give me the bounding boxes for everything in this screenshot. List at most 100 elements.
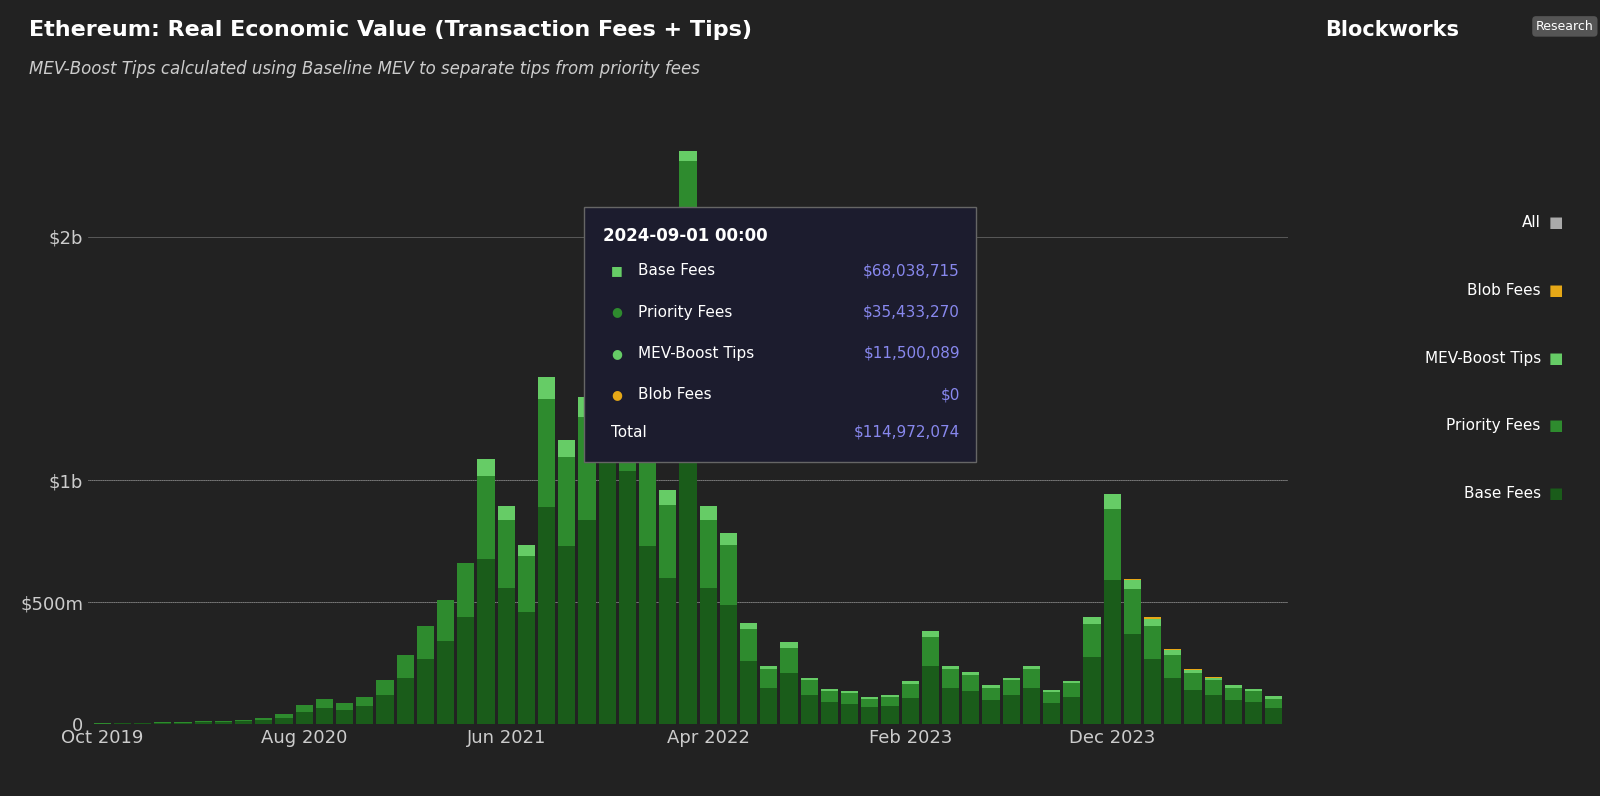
- Bar: [781, 647, 797, 673]
- Bar: [458, 564, 474, 617]
- Bar: [275, 714, 293, 717]
- Bar: [195, 722, 211, 724]
- Bar: [416, 626, 434, 658]
- Bar: [821, 692, 838, 702]
- Text: ●: ●: [611, 347, 622, 360]
- Bar: [638, 546, 656, 724]
- Bar: [296, 705, 312, 712]
- Bar: [982, 685, 1000, 688]
- Bar: [558, 546, 576, 724]
- Text: MEV-Boost Tips: MEV-Boost Tips: [1424, 351, 1541, 365]
- Bar: [357, 706, 373, 724]
- Bar: [741, 630, 757, 661]
- Bar: [680, 349, 696, 724]
- Bar: [720, 605, 738, 724]
- Text: ■: ■: [1549, 351, 1563, 365]
- Text: ■: ■: [1549, 486, 1563, 501]
- Bar: [699, 587, 717, 724]
- Bar: [902, 697, 918, 724]
- Bar: [518, 612, 534, 724]
- Bar: [518, 545, 534, 556]
- Bar: [1266, 696, 1283, 699]
- Bar: [254, 718, 272, 720]
- Bar: [1226, 700, 1242, 724]
- Text: $35,433,270: $35,433,270: [862, 305, 960, 319]
- Bar: [1165, 655, 1181, 678]
- Text: $68,038,715: $68,038,715: [864, 263, 960, 278]
- Bar: [1064, 684, 1080, 697]
- Bar: [619, 344, 635, 470]
- Bar: [1266, 699, 1283, 708]
- Bar: [1003, 677, 1019, 681]
- Bar: [1165, 649, 1181, 650]
- Bar: [477, 475, 494, 559]
- Bar: [397, 655, 414, 678]
- Bar: [842, 693, 858, 704]
- Text: Blockworks: Blockworks: [1325, 20, 1459, 40]
- Bar: [1144, 658, 1162, 724]
- Bar: [1165, 678, 1181, 724]
- Bar: [902, 684, 918, 697]
- Bar: [659, 505, 677, 578]
- Bar: [437, 600, 454, 642]
- Bar: [821, 702, 838, 724]
- Bar: [1022, 688, 1040, 724]
- Bar: [134, 723, 150, 724]
- Bar: [942, 688, 960, 724]
- Bar: [922, 637, 939, 665]
- Bar: [416, 658, 434, 724]
- Bar: [1003, 681, 1019, 695]
- Bar: [336, 703, 354, 710]
- Text: $114,972,074: $114,972,074: [854, 425, 960, 439]
- Text: Blob Fees: Blob Fees: [1467, 283, 1541, 298]
- Bar: [376, 695, 394, 724]
- Text: $0: $0: [941, 388, 960, 402]
- Bar: [821, 689, 838, 692]
- Bar: [598, 303, 616, 330]
- Bar: [558, 439, 576, 458]
- Bar: [1184, 690, 1202, 724]
- Bar: [579, 520, 595, 724]
- Bar: [942, 665, 960, 669]
- Bar: [1245, 702, 1262, 724]
- Bar: [1205, 677, 1222, 681]
- Bar: [741, 661, 757, 724]
- Bar: [720, 545, 738, 605]
- Bar: [962, 675, 979, 692]
- Bar: [254, 720, 272, 724]
- Bar: [962, 692, 979, 724]
- Bar: [680, 123, 696, 161]
- Bar: [1266, 708, 1283, 724]
- Bar: [659, 578, 677, 724]
- Bar: [699, 520, 717, 587]
- Bar: [800, 681, 818, 695]
- Bar: [1104, 509, 1122, 580]
- Text: ●: ●: [611, 306, 622, 318]
- Bar: [598, 461, 616, 724]
- Text: ■: ■: [611, 264, 622, 277]
- Bar: [619, 470, 635, 724]
- Bar: [498, 587, 515, 724]
- Bar: [1123, 580, 1141, 589]
- Bar: [882, 706, 899, 724]
- Bar: [760, 665, 778, 669]
- Bar: [518, 556, 534, 612]
- Text: ■: ■: [1549, 216, 1563, 230]
- Bar: [214, 722, 232, 724]
- Bar: [962, 672, 979, 675]
- Bar: [1245, 689, 1262, 692]
- Text: MEV-Boost Tips: MEV-Boost Tips: [638, 346, 755, 361]
- Bar: [638, 439, 656, 458]
- Bar: [336, 710, 354, 724]
- Text: Priority Fees: Priority Fees: [1446, 419, 1541, 433]
- Bar: [538, 377, 555, 399]
- Text: Total: Total: [611, 425, 646, 439]
- Bar: [1043, 703, 1061, 724]
- Bar: [538, 507, 555, 724]
- Bar: [1064, 697, 1080, 724]
- Bar: [902, 681, 918, 684]
- Bar: [1043, 693, 1061, 703]
- Text: Blob Fees: Blob Fees: [638, 388, 712, 402]
- Bar: [861, 697, 878, 699]
- Bar: [579, 396, 595, 417]
